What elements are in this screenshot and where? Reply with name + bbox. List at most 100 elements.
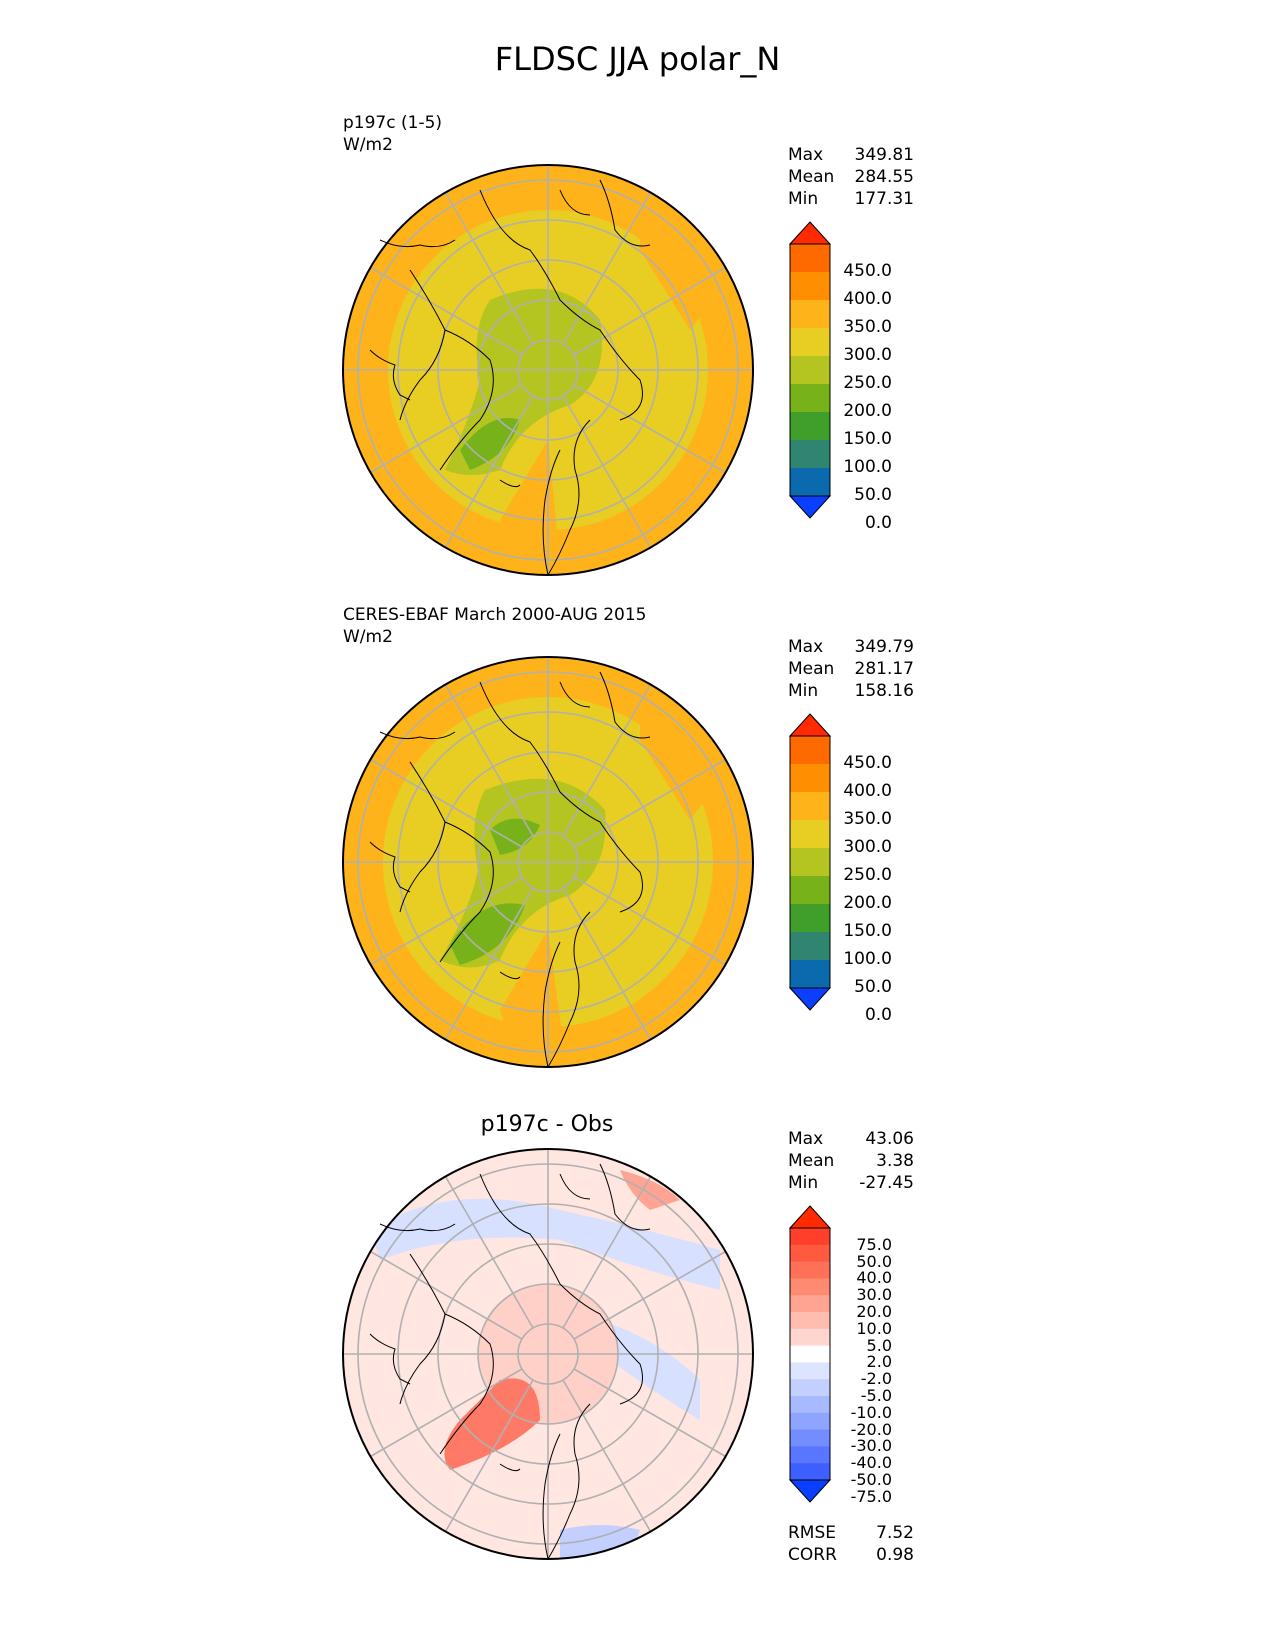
colorbar-tick-label: 300.0 xyxy=(843,837,892,857)
colorbar-cell xyxy=(790,1446,830,1464)
colorbar-cell xyxy=(790,1328,830,1347)
coastline xyxy=(599,179,651,247)
rmse-value: 7.52 xyxy=(876,1523,914,1543)
figure-title: FLDSC JJA polar_N xyxy=(494,40,781,78)
panel2-label: CERES-EBAF March 2000-AUG 2015 W/m2 xyxy=(343,604,646,648)
patch-red xyxy=(620,1170,680,1210)
colorbar-cell xyxy=(790,736,830,765)
colorbar-tick-label: 2.0 xyxy=(866,1352,892,1372)
region-green-dark xyxy=(460,418,520,470)
colorbar-cell xyxy=(790,792,830,821)
colorbar-tick-label: 200.0 xyxy=(843,893,892,913)
stat-mean-label: Mean xyxy=(788,167,835,187)
stat-max-label: Max xyxy=(788,1129,824,1149)
colorbar-tick-label: 50.0 xyxy=(854,485,892,505)
meridian-line xyxy=(370,876,523,966)
rmse-label: RMSE xyxy=(788,1523,837,1543)
stat-min-value: -27.45 xyxy=(859,1173,914,1193)
colorbar-tick-label: 5.0 xyxy=(866,1335,892,1355)
stat-max-value: 349.81 xyxy=(854,145,914,165)
colorbar-cell xyxy=(790,1261,830,1279)
colorbar-tick-label: -5.0 xyxy=(860,1386,892,1405)
meridian-line xyxy=(444,684,534,837)
coastline xyxy=(542,1433,561,1560)
coastline xyxy=(547,419,591,576)
coastline xyxy=(439,1313,494,1455)
meridian-line xyxy=(573,1368,726,1458)
colorbar-cell xyxy=(790,244,830,273)
meridian-line xyxy=(573,758,726,848)
coastline xyxy=(439,329,494,471)
panel1-stats: Max 349.81 Mean 284.55 Min 177.31 xyxy=(788,144,914,210)
coastline xyxy=(369,841,411,893)
colorbar-tick-label: -40.0 xyxy=(850,1453,892,1473)
colorbar-tick-label: 100.0 xyxy=(843,949,892,969)
corr-value: 0.98 xyxy=(876,1545,914,1565)
colorbar-tick-label: 450.0 xyxy=(843,261,892,281)
coastline xyxy=(599,671,651,739)
colorbar-cell xyxy=(790,440,830,469)
colorbar-tick-label: 350.0 xyxy=(843,317,892,337)
meridian-line xyxy=(444,192,534,345)
stat-min-label: Min xyxy=(788,1173,819,1193)
colorbar-cell xyxy=(790,1429,830,1447)
coastline xyxy=(479,681,643,913)
meridian-line xyxy=(370,758,523,848)
colorbar-cell xyxy=(790,1345,830,1363)
coastline xyxy=(547,1403,591,1560)
colorbar-extend-top xyxy=(788,221,832,245)
panel3-metrics: RMSE 7.52 CORR 0.98 xyxy=(788,1522,914,1566)
coastline xyxy=(499,971,521,980)
meridian-line xyxy=(370,1250,523,1340)
meridian-line xyxy=(562,887,652,1040)
colorbar-cell xyxy=(790,1412,830,1431)
colorbar-frame xyxy=(789,735,831,989)
coastline xyxy=(559,681,591,708)
panel3-stats: Max 43.06 Mean 3.38 Min -27.45 xyxy=(788,1128,914,1194)
colorbar-tick-label: 20.0 xyxy=(856,1302,892,1321)
colorbar-cell xyxy=(790,1278,830,1296)
meridian-line xyxy=(573,384,726,474)
coastline xyxy=(542,449,561,576)
corr-label: CORR xyxy=(788,1545,837,1565)
polar-grid-3 xyxy=(342,1148,754,1560)
meridian-line xyxy=(444,887,534,1040)
colorbar-frame xyxy=(789,243,831,497)
colorbar-extend-bottom xyxy=(788,1479,832,1503)
colorbar-cell xyxy=(790,960,830,989)
colorbar-cell xyxy=(790,1312,830,1330)
colorbar-tick-label: 0.0 xyxy=(864,513,892,533)
meridian-line xyxy=(562,684,652,837)
colorbar-extend-top xyxy=(788,713,832,737)
colorbar-extend-bottom xyxy=(788,987,832,1011)
coastline xyxy=(499,479,521,488)
colorbar-tick-label: 250.0 xyxy=(843,373,892,393)
colorbar-tick-label: 40.0 xyxy=(856,1268,892,1288)
stat-mean-value: 284.55 xyxy=(854,167,914,187)
colorbar-cell xyxy=(790,1379,830,1397)
colorbar-cell xyxy=(790,764,830,793)
stat-min-value: 177.31 xyxy=(854,189,914,209)
colorbar-cell xyxy=(790,904,830,933)
meridian-line xyxy=(444,1379,534,1532)
colorbar-cell xyxy=(790,356,830,385)
colorbar-tick-label: 150.0 xyxy=(843,429,892,449)
colorbar-tick-label: 450.0 xyxy=(843,753,892,773)
coastline xyxy=(479,189,643,421)
stat-mean-label: Mean xyxy=(788,659,835,679)
stat-min-value: 158.16 xyxy=(854,681,914,701)
coastline xyxy=(379,239,456,248)
coastline xyxy=(369,1333,411,1385)
colorbar-extend-top xyxy=(788,1205,832,1229)
band-blue xyxy=(370,1198,720,1290)
colorbar-cell xyxy=(790,1362,830,1380)
panel1-label: p197c (1-5) W/m2 xyxy=(343,112,442,156)
colorbar-tick-label: -75.0 xyxy=(850,1486,892,1506)
colorbar-tick-label: 200.0 xyxy=(843,401,892,421)
colorbar-cell xyxy=(790,1463,830,1481)
coastline xyxy=(379,731,456,740)
coastline xyxy=(559,1173,591,1200)
stat-max-label: Max xyxy=(788,145,824,165)
meridian-line xyxy=(562,1379,652,1532)
